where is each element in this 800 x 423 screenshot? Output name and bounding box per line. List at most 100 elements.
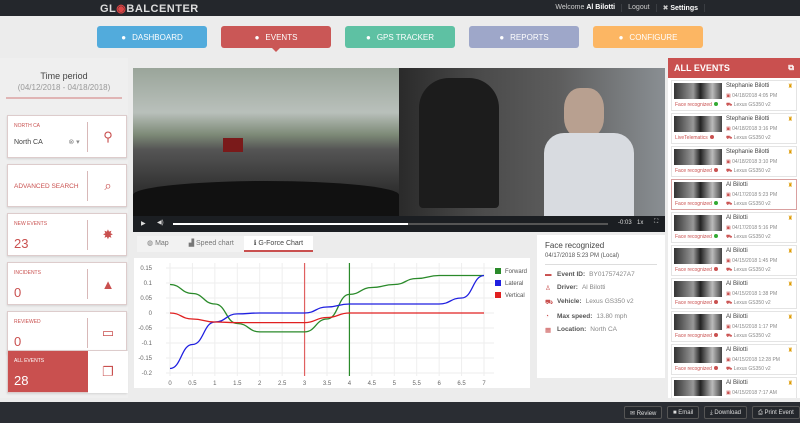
event-thumbnail xyxy=(674,281,722,297)
monitor-icon: ▭ xyxy=(101,325,115,340)
collapse-icon[interactable]: ⧉ xyxy=(788,63,794,72)
calendar-icon: ▣ xyxy=(726,258,731,264)
calendar-icon: ▣ xyxy=(726,390,731,396)
x-tick-label: 5.5 xyxy=(413,381,422,387)
event-list-item[interactable]: Al Bilotti ▣ 04/15/2018 1:38 PM ⛟ Lexus … xyxy=(671,278,797,309)
x-tick-label: 1 xyxy=(213,381,217,387)
event-list-item[interactable]: Al Bilotti ▣ 04/15/2018 1:17 PM ⛟ Lexus … xyxy=(671,311,797,342)
x-tick-label: 1.5 xyxy=(233,381,242,387)
nav-reports[interactable]: ● REPORTS xyxy=(469,26,579,48)
event-list-item[interactable]: Al Bilotti ▣ 04/17/2018 5:23 PM ⛟ Lexus … xyxy=(671,179,797,210)
print-event-button[interactable]: ⎙ Print Event xyxy=(752,406,800,419)
event-thumbnail xyxy=(674,116,722,132)
tab-map[interactable]: ◍ Map xyxy=(137,236,179,252)
all-events-card[interactable]: ALL EVENTS 28 ❐ xyxy=(7,350,128,393)
region-filter[interactable]: NORTH CA North CA ⊗ ▾ ⚲ xyxy=(7,115,127,158)
event-list-item[interactable]: Stephanie Bilotti ▣ 04/18/2018 4:05 PM ⛟… xyxy=(671,80,797,111)
settings-link[interactable]: ✖ Settings xyxy=(657,4,705,12)
region-select[interactable]: North CA ⊗ ▾ xyxy=(14,139,80,146)
event-id-icon: ▬ xyxy=(545,271,552,278)
event-thumbnail xyxy=(674,248,722,264)
event-list-item[interactable]: Stephanie Bilotti ▣ 04/18/2018 3:16 PM ⛟… xyxy=(671,113,797,144)
car-icon: ⛟ xyxy=(726,366,733,372)
event-list-item[interactable]: Al Bilotti ▣ 04/15/2018 7:17 AM ⛟ Lexus … xyxy=(671,377,797,398)
y-tick-label: -0.05 xyxy=(138,326,152,332)
event-info-card: Face recognized 04/17/2018 5:23 PM (Loca… xyxy=(537,235,665,378)
new-events-card[interactable]: NEW EVENTS 23 ✸ xyxy=(7,213,127,256)
dashboard-icon: ● xyxy=(121,32,127,42)
nav-label: CONFIGURE xyxy=(629,32,678,42)
g-force-chart: 0 0.5 1 1.5 2 2.5 3 3.5 4 4.5 5 5.5 6 6.5 7 0.15 0.1 0.05… xyxy=(134,258,530,388)
nav-dashboard[interactable]: ● DASHBOARD xyxy=(97,26,207,48)
x-tick-label: 7 xyxy=(482,381,486,387)
y-tick-label: -0.1 xyxy=(142,341,153,347)
warning-icon: ● xyxy=(254,32,260,42)
tab-speed-chart[interactable]: ▟ Speed chart xyxy=(178,236,244,252)
driver-app-icon[interactable]: ♜ xyxy=(787,183,793,189)
map-pin-icon[interactable]: ⚲ xyxy=(103,129,113,144)
status-dot xyxy=(713,234,718,238)
warning-icon: ▲ xyxy=(101,276,115,292)
sitemap-icon: ● xyxy=(618,32,624,42)
time-period-range[interactable]: (04/12/2018 - 04/18/2018) xyxy=(6,83,122,99)
pie-chart-icon: ● xyxy=(499,32,505,42)
driver-app-icon[interactable]: ♜ xyxy=(787,117,793,123)
car-icon: ⛟ xyxy=(726,102,733,108)
driver-app-icon[interactable]: ♜ xyxy=(787,249,793,255)
nav-events[interactable]: ● EVENTS xyxy=(221,26,331,52)
playback-speed[interactable]: 1x xyxy=(637,220,644,226)
events-panel-header: ALL EVENTS ⧉ xyxy=(668,58,800,78)
review-button[interactable]: ✉ Review xyxy=(624,406,663,419)
advanced-search-button[interactable]: ADVANCED SEARCH ⌕ xyxy=(7,164,127,207)
speedometer-icon: ◔ xyxy=(545,313,549,320)
nav-gps-tracker[interactable]: ● GPS TRACKER xyxy=(345,26,455,48)
driver-app-icon[interactable]: ♜ xyxy=(787,348,793,354)
cabin-camera-view xyxy=(399,68,665,216)
fullscreen-icon[interactable]: ⛶ xyxy=(654,219,659,225)
x-tick-label: 2.5 xyxy=(278,381,287,387)
nav-label: GPS TRACKER xyxy=(376,32,435,42)
sidebar: Time period (04/12/2018 - 04/18/2018) NO… xyxy=(0,58,128,398)
welcome-text: Welcome Al Bilotti xyxy=(549,4,623,12)
x-tick-label: 2 xyxy=(258,381,262,387)
driver-app-icon[interactable]: ♜ xyxy=(787,315,793,321)
reviewed-card[interactable]: REVIEWED 0 ▭ xyxy=(7,311,127,354)
x-tick-label: 6 xyxy=(437,381,441,387)
calendar-icon: ▣ xyxy=(726,93,731,99)
status-dot xyxy=(713,300,718,304)
event-thumbnail xyxy=(674,215,722,231)
vehicle-icon: ⛟ xyxy=(545,299,554,306)
car-icon: ⛟ xyxy=(726,333,733,339)
event-list-item[interactable]: Stephanie Bilotti ▣ 04/18/2018 3:10 PM ⛟… xyxy=(671,146,797,177)
driver-app-icon[interactable]: ♜ xyxy=(787,216,793,222)
info-row: ⛟ Vehicle: Lexus GS350 v2 xyxy=(545,298,634,306)
video-player[interactable]: ▶ ◀) -0:03 1x ⛶ xyxy=(133,68,665,232)
event-thumbnail xyxy=(674,347,722,363)
top-bar: GL◉BALCENTER Welcome Al Bilotti Logout ✖… xyxy=(0,0,800,16)
x-tick-label: 5 xyxy=(393,381,397,387)
play-icon[interactable]: ▶ xyxy=(141,221,146,227)
event-list-item[interactable]: Al Bilotti ▣ 04/15/2018 12:28 PM ⛟ Lexus… xyxy=(671,344,797,375)
seek-bar[interactable] xyxy=(173,223,608,225)
event-list-item[interactable]: Al Bilotti ▣ 04/15/2018 1:45 PM ⛟ Lexus … xyxy=(671,245,797,276)
volume-icon[interactable]: ◀) xyxy=(157,220,164,226)
driver-app-icon[interactable]: ♜ xyxy=(787,150,793,156)
tab-g-force-chart[interactable]: ℹ G-Force Chart xyxy=(243,236,314,252)
driver-app-icon[interactable]: ♜ xyxy=(787,84,793,90)
email-button[interactable]: ■ Email xyxy=(667,406,700,419)
status-dot xyxy=(709,135,714,139)
logo: GL◉BALCENTER xyxy=(100,3,199,15)
status-dot xyxy=(713,201,718,205)
event-thumbnail xyxy=(674,380,722,396)
logout-link[interactable]: Logout xyxy=(622,4,657,12)
chart-tabs: ◍ Map ▟ Speed chart ℹ G-Force Chart xyxy=(137,236,314,252)
calendar-icon: ▣ xyxy=(726,291,731,297)
incidents-card[interactable]: INCIDENTS 0 ▲ xyxy=(7,262,127,305)
event-list-item[interactable]: Al Bilotti ▣ 04/17/2018 5:16 PM ⛟ Lexus … xyxy=(671,212,797,243)
driver-app-icon[interactable]: ♜ xyxy=(787,282,793,288)
location-icon: ▦ xyxy=(545,327,552,334)
driver-app-icon[interactable]: ♜ xyxy=(787,381,793,387)
video-controls: ▶ ◀) -0:03 1x ⛶ xyxy=(133,216,665,232)
download-button[interactable]: ⤓ Download xyxy=(704,406,748,419)
nav-configure[interactable]: ● CONFIGURE xyxy=(593,26,703,48)
